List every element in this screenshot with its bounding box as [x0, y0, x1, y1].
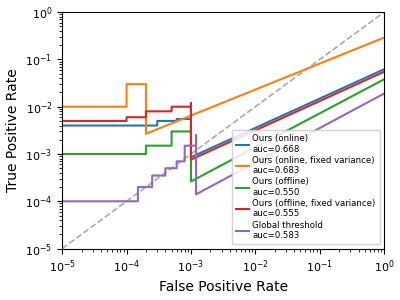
- Ours (online)
auc=0.668: [228, 137, 233, 141]
- Ours (online)
auc=0.668: [205, 148, 210, 152]
- Ours (online)
auc=0.668: [60, 124, 64, 127]
- Ours (online, fixed variance)
auc=0.683: [60, 105, 64, 109]
- Global threshold
auc=0.583: [292, 140, 297, 143]
- Ours (online, fixed variance)
auc=0.683: [352, 48, 356, 52]
- Ours (offline, fixed variance)
auc=0.555: [382, 70, 386, 74]
- Ours (offline, fixed variance)
auc=0.555: [270, 121, 275, 124]
- Ours (online, fixed variance)
auc=0.683: [313, 63, 318, 67]
- Ours (offline)
auc=0.550: [205, 171, 210, 175]
- Ours (online, fixed variance)
auc=0.683: [144, 132, 148, 136]
- Ours (offline, fixed variance)
auc=0.555: [206, 150, 211, 154]
- Ours (offline)
auc=0.550: [124, 152, 129, 156]
- Ours (online, fixed variance)
auc=0.683: [336, 54, 340, 58]
- Global threshold
auc=0.583: [305, 133, 310, 136]
- Ours (offline, fixed variance)
auc=0.555: [267, 122, 272, 126]
- Ours (offline)
auc=0.550: [60, 152, 64, 156]
- Ours (online, fixed variance)
auc=0.683: [262, 84, 266, 88]
- Ours (offline, fixed variance)
auc=0.555: [234, 137, 238, 141]
- Global threshold
auc=0.583: [163, 167, 168, 170]
- Y-axis label: True Positive Rate: True Positive Rate: [6, 68, 20, 192]
- Ours (online, fixed variance)
auc=0.683: [382, 36, 386, 39]
- Line: Global threshold
auc=0.583: Global threshold auc=0.583: [62, 94, 384, 201]
- Ours (offline, fixed variance)
auc=0.555: [339, 89, 344, 93]
- Line: Ours (online, fixed variance)
auc=0.683: Ours (online, fixed variance) auc=0.683: [62, 38, 384, 134]
- Line: Ours (offline)
auc=0.550: Ours (offline) auc=0.550: [62, 79, 384, 182]
- Ours (offline, fixed variance)
auc=0.555: [327, 95, 332, 98]
- Ours (online)
auc=0.668: [382, 68, 386, 71]
- Global threshold
auc=0.583: [318, 126, 322, 130]
- Line: Ours (offline, fixed variance)
auc=0.555: Ours (offline, fixed variance) auc=0.555: [62, 72, 384, 160]
- Ours (online)
auc=0.668: [282, 113, 287, 116]
- Ours (online)
auc=0.668: [249, 128, 254, 131]
- Line: Ours (online)
auc=0.668: Ours (online) auc=0.668: [62, 69, 384, 157]
- Legend: Ours (online)
auc=0.668, Ours (online, fixed variance)
auc=0.683, Ours (offline): Ours (online) auc=0.668, Ours (online, f…: [232, 130, 380, 244]
- X-axis label: False Positive Rate: False Positive Rate: [158, 280, 288, 294]
- Global threshold
auc=0.583: [382, 92, 386, 95]
- Ours (online)
auc=0.668: [188, 155, 193, 159]
- Ours (online, fixed variance)
auc=0.683: [260, 85, 265, 88]
- Ours (offline, fixed variance)
auc=0.555: [60, 119, 64, 123]
- Ours (offline)
auc=0.550: [249, 148, 254, 151]
- Global threshold
auc=0.583: [60, 200, 64, 203]
- Ours (online)
auc=0.668: [263, 122, 268, 125]
- Global threshold
auc=0.583: [373, 97, 378, 100]
- Ours (offline, fixed variance)
auc=0.555: [188, 158, 193, 161]
- Ours (offline)
auc=0.550: [282, 130, 287, 134]
- Global threshold
auc=0.583: [316, 127, 321, 130]
- Ours (online)
auc=0.668: [124, 124, 129, 127]
- Ours (offline)
auc=0.550: [263, 140, 268, 144]
- Ours (offline)
auc=0.550: [382, 77, 386, 81]
- Ours (offline)
auc=0.550: [228, 159, 233, 162]
- Ours (offline)
auc=0.550: [188, 180, 193, 183]
- Ours (online, fixed variance)
auc=0.683: [348, 50, 352, 53]
